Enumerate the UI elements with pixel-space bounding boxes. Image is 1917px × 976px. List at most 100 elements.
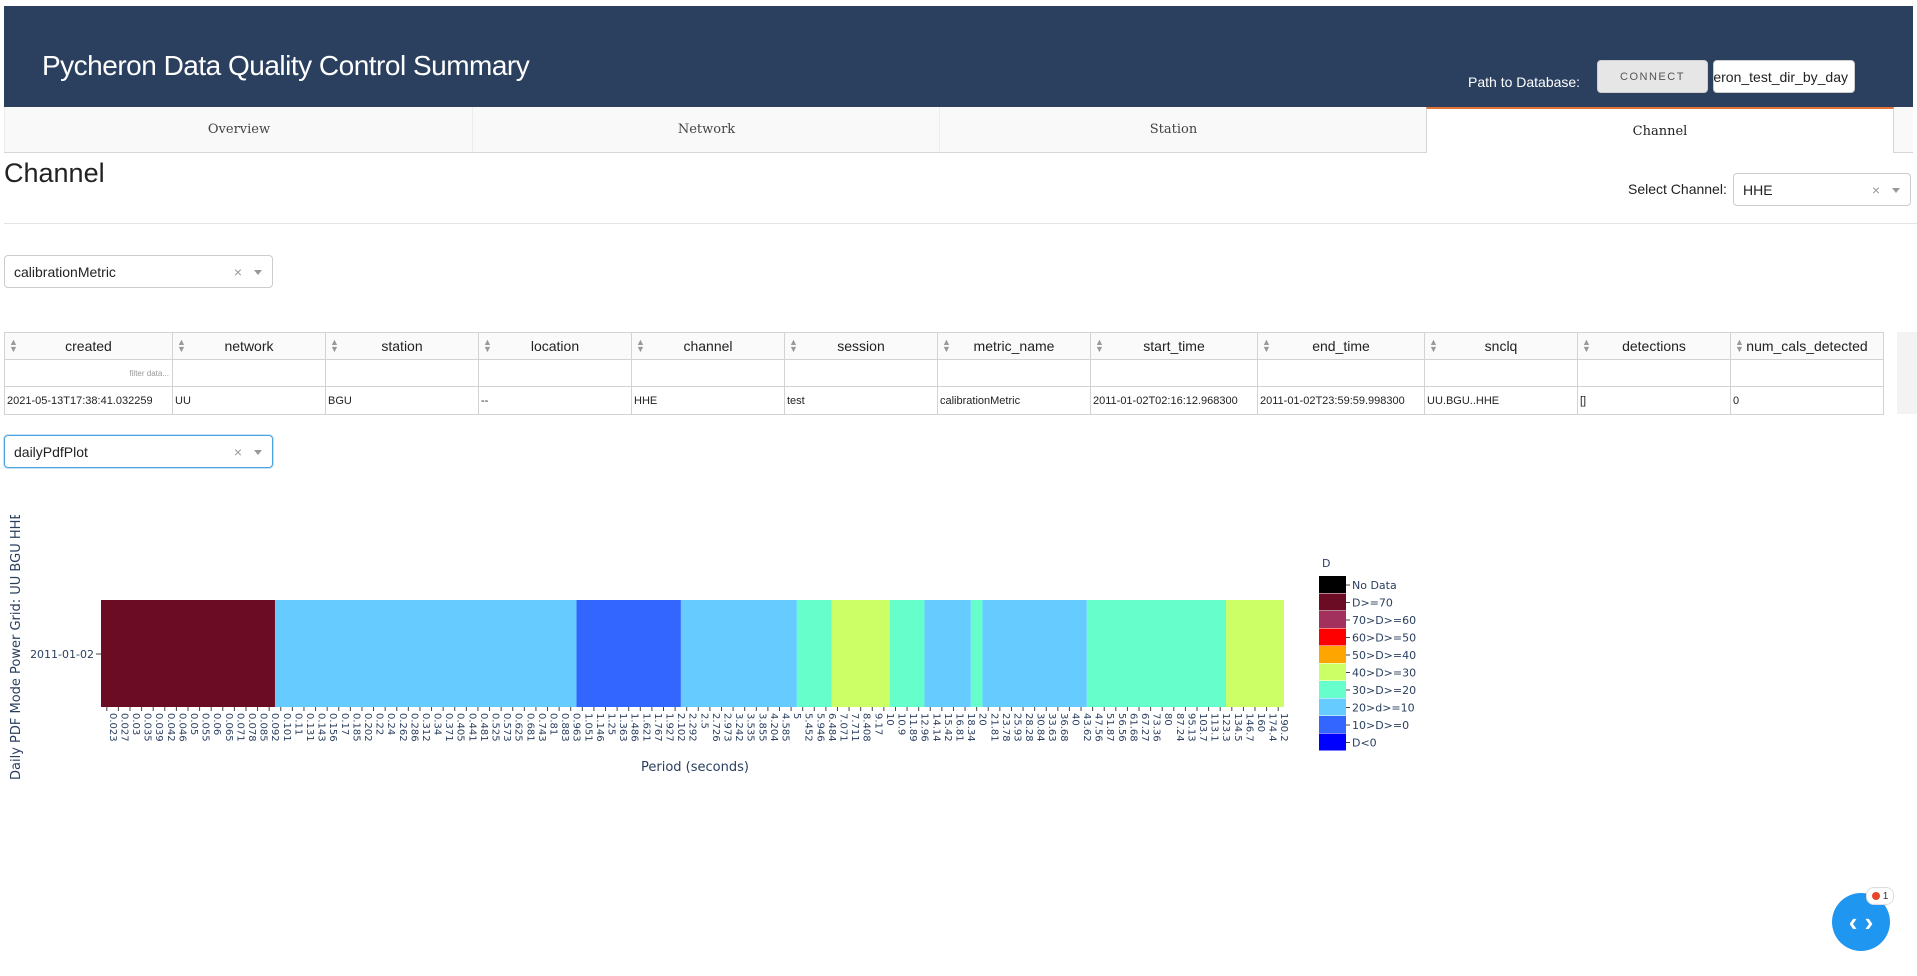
column-header-channel[interactable]: ▲ ▼ channel (631, 332, 785, 360)
filter-cell[interactable]: filter data... (4, 359, 173, 387)
sort-icon[interactable]: ▲ ▼ (636, 337, 645, 354)
filter-cell[interactable] (937, 359, 1091, 387)
filter-cell[interactable] (1730, 359, 1884, 387)
legend: No Data D>=70 70>D>=60 60>D>=50 50>D>=40 40>D… (1319, 576, 1416, 751)
filter-cell[interactable] (1257, 359, 1425, 387)
x-tick-label: 2.292 (687, 713, 698, 742)
legend-swatch (1319, 628, 1346, 646)
x-tick-label: 160 (1255, 713, 1266, 732)
filter-cell[interactable] (325, 359, 479, 387)
sort-icon[interactable]: ▲ ▼ (1735, 337, 1744, 354)
filter-cell[interactable] (1090, 359, 1258, 387)
clear-icon[interactable]: × (1871, 182, 1880, 198)
x-tick-label: 0.312 (420, 713, 431, 742)
x-tick-label: 0.681 (524, 713, 535, 742)
x-tick-label: 0.023 (107, 713, 118, 742)
legend-label: 20>d>=10 (1352, 702, 1415, 715)
x-tick-label: 5.452 (803, 713, 814, 742)
column-header-session[interactable]: ▲ ▼ session (784, 332, 938, 360)
heatmap-band (680, 600, 797, 707)
x-tick-label: 0.065 (223, 713, 234, 742)
sort-icon[interactable]: ▲ ▼ (483, 337, 492, 354)
chevron-down-icon[interactable] (254, 270, 262, 275)
clear-icon[interactable]: × (233, 264, 242, 280)
x-tick-label: 0.078 (246, 713, 257, 742)
x-tick-label: 12.96 (919, 713, 930, 742)
metric-dropdown[interactable]: calibrationMetric × (4, 255, 273, 288)
filter-cell[interactable] (172, 359, 326, 387)
column-header-created[interactable]: ▲ ▼ created (4, 332, 173, 360)
filter-cell[interactable] (1424, 359, 1578, 387)
column-header-label: network (224, 338, 274, 354)
clear-icon[interactable]: × (233, 444, 242, 460)
channel-dropdown[interactable]: HHE × (1733, 173, 1911, 206)
sort-icon[interactable]: ▲ ▼ (1262, 337, 1271, 354)
sort-icon[interactable]: ▲ ▼ (1582, 337, 1591, 354)
column-header-start-time[interactable]: ▲ ▼ start_time (1090, 332, 1258, 360)
column-header-detections[interactable]: ▲ ▼ detections (1577, 332, 1731, 360)
legend-label: 10>D>=0 (1352, 719, 1409, 732)
column-header-end-time[interactable]: ▲ ▼ end_time (1257, 332, 1425, 360)
chevron-down-icon[interactable] (1892, 188, 1900, 193)
legend-swatch (1319, 733, 1346, 751)
channel-dropdown-value: HHE (1743, 181, 1773, 198)
sort-icon[interactable]: ▲ ▼ (789, 337, 798, 354)
x-tick-label: 18.34 (965, 713, 976, 742)
x-tick-label: 103.7 (1197, 713, 1208, 742)
x-tick-label: 0.027 (118, 713, 129, 742)
x-tick-label: 10 (884, 713, 895, 726)
filter-cell[interactable] (478, 359, 632, 387)
x-tick-label: 0.22 (374, 713, 385, 735)
sort-icon[interactable]: ▲ ▼ (330, 337, 339, 354)
connect-button[interactable]: CONNECT (1597, 60, 1708, 93)
column-header-network[interactable]: ▲ ▼ network (172, 332, 326, 360)
table-cell: 2021-05-13T17:38:41.032259 (4, 386, 173, 415)
section-divider (4, 223, 1917, 224)
table-cell: calibrationMetric (937, 386, 1091, 415)
x-tick-label: 43.62 (1081, 713, 1092, 742)
daily-pdf-chart: 0.023 0.027 0.03 0.035 0.039 0.042 0.046 0.05 0.… (0, 511, 1420, 785)
sort-icon[interactable]: ▲ ▼ (1429, 337, 1438, 354)
x-tick-label: 0.143 (316, 713, 327, 742)
tab-station[interactable]: Station (939, 107, 1407, 152)
notification-badge[interactable]: 1 (1866, 887, 1894, 905)
x-tick-label: 0.24 (385, 713, 396, 735)
x-tick-label: 7.711 (849, 713, 860, 742)
column-header-snclq[interactable]: ▲ ▼ snclq (1424, 332, 1578, 360)
tab-bar: Overview Network Station Channel (4, 107, 1913, 153)
x-tick-label: 4.585 (779, 713, 790, 742)
table-cell: BGU (325, 386, 479, 415)
table-scrollbar[interactable] (1897, 332, 1917, 414)
table-cell: UU (172, 386, 326, 415)
x-tick-label: 0.625 (513, 713, 524, 742)
column-header-station[interactable]: ▲ ▼ station (325, 332, 479, 360)
tab-overview[interactable]: Overview (4, 107, 473, 152)
sort-icon[interactable]: ▲ ▼ (1095, 337, 1104, 354)
x-tick-label: 73.36 (1151, 713, 1162, 742)
filter-cell[interactable] (784, 359, 938, 387)
tab-network[interactable]: Network (472, 107, 940, 152)
filter-cell[interactable] (631, 359, 785, 387)
sort-icon[interactable]: ▲ ▼ (9, 337, 18, 354)
x-tick-label: 67.27 (1139, 713, 1150, 742)
sort-icon[interactable]: ▲ ▼ (942, 337, 951, 354)
column-header-metric-name[interactable]: ▲ ▼ metric_name (937, 332, 1091, 360)
legend-swatch (1319, 593, 1346, 611)
chevron-down-icon[interactable] (254, 450, 262, 455)
x-tick-label: 1.767 (652, 713, 663, 742)
heatmap-band (889, 600, 925, 707)
x-tick-label: 0.042 (165, 713, 176, 742)
column-header-num-cals-detected[interactable]: ▲ ▼ num_cals_detected (1730, 332, 1884, 360)
heatmap-band (831, 600, 890, 707)
database-path-input[interactable]: pycheron_test_dir_by_day (1713, 60, 1855, 93)
plot-dropdown[interactable]: dailyPdfPlot × (4, 435, 273, 468)
x-tick-label: 0.131 (304, 713, 315, 742)
x-tick-label: 0.963 (571, 713, 582, 742)
x-tick-label: 0.055 (200, 713, 211, 742)
legend-swatch (1319, 716, 1346, 733)
sort-icon[interactable]: ▲ ▼ (177, 337, 186, 354)
legend-label: 40>D>=30 (1352, 667, 1416, 680)
filter-cell[interactable] (1577, 359, 1731, 387)
column-header-location[interactable]: ▲ ▼ location (478, 332, 632, 360)
tab-channel[interactable]: Channel (1426, 107, 1894, 153)
